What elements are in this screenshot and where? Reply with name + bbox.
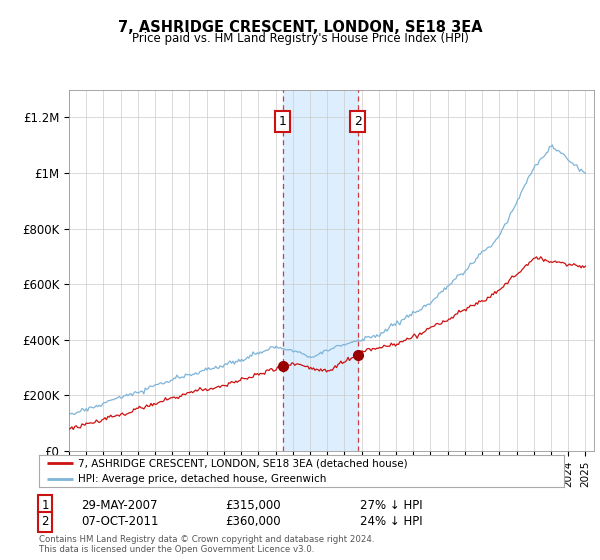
Text: 2: 2 [354,115,362,128]
Text: 24% ↓ HPI: 24% ↓ HPI [360,515,422,529]
Text: HPI: Average price, detached house, Greenwich: HPI: Average price, detached house, Gree… [79,474,327,484]
Text: 2: 2 [41,515,49,529]
Text: 07-OCT-2011: 07-OCT-2011 [81,515,158,529]
Text: 7, ASHRIDGE CRESCENT, LONDON, SE18 3EA (detached house): 7, ASHRIDGE CRESCENT, LONDON, SE18 3EA (… [79,459,408,469]
Text: Price paid vs. HM Land Registry's House Price Index (HPI): Price paid vs. HM Land Registry's House … [131,32,469,45]
Text: £315,000: £315,000 [225,498,281,512]
Bar [283,90,358,451]
Text: 7, ASHRIDGE CRESCENT, LONDON, SE18 3EA: 7, ASHRIDGE CRESCENT, LONDON, SE18 3EA [118,20,482,35]
Text: 29-MAY-2007: 29-MAY-2007 [81,498,157,512]
Text: Contains HM Land Registry data © Crown copyright and database right 2024.
This d: Contains HM Land Registry data © Crown c… [39,535,374,554]
Text: 1: 1 [41,498,49,512]
Text: £360,000: £360,000 [225,515,281,529]
Text: 1: 1 [278,115,287,128]
Text: 27% ↓ HPI: 27% ↓ HPI [360,498,422,512]
